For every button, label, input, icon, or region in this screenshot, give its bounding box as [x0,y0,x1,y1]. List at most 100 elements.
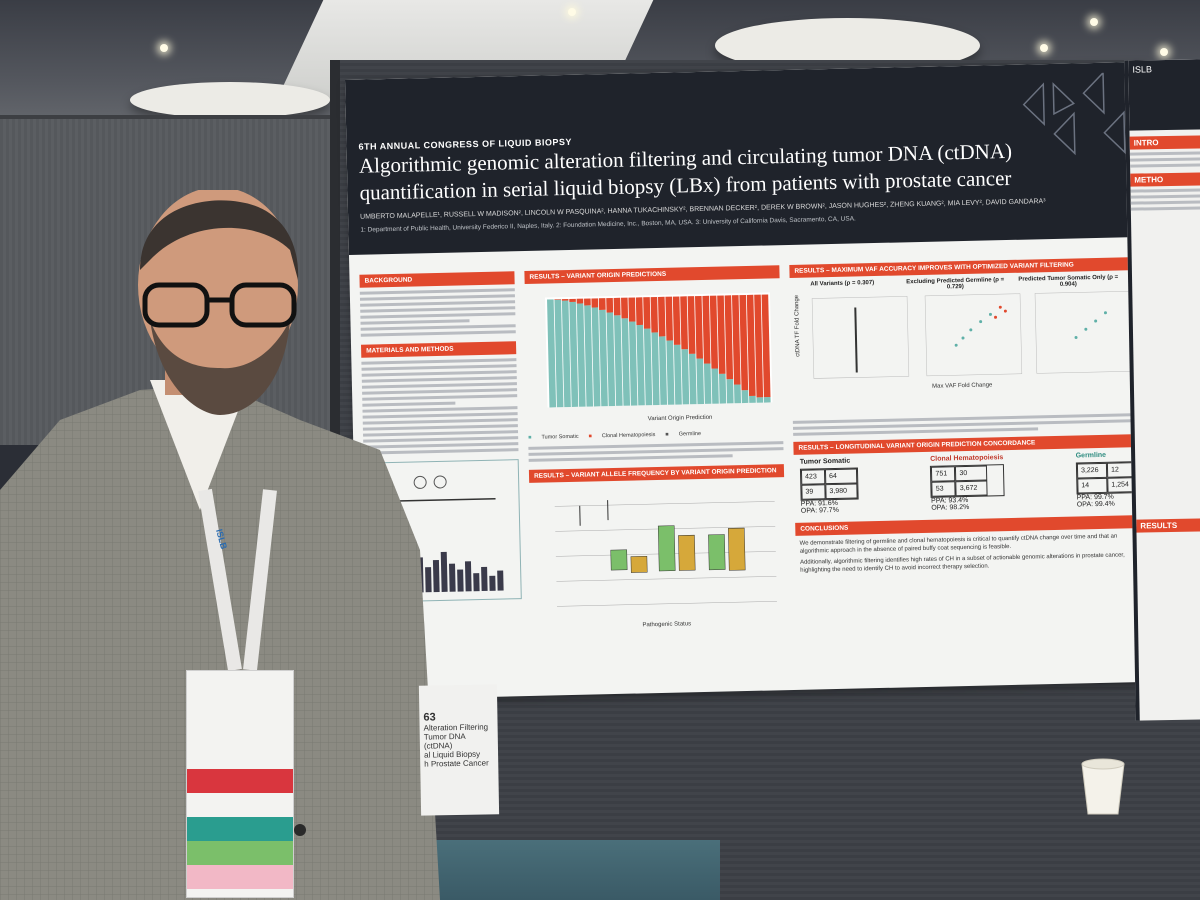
poster-header: 6TH ANNUAL CONGRESS OF LIQUID BIOPSY Alg… [345,61,1149,255]
stacked-bar-segment [749,395,756,403]
stacked-bar-segment [651,332,660,406]
ceiling-light [1090,18,1098,26]
presenter-person: ISLB [0,190,440,900]
stacked-bar-segment [636,324,645,406]
stacked-bar-segment [666,340,675,405]
stacked-bar-segment [696,358,705,405]
stacked-bar-segment [688,353,697,405]
stacked-bar-segment [628,321,638,406]
stacked-bar-segment [561,298,569,301]
stacked-bar-segment [717,295,726,374]
stacked-bar-segment [734,384,742,404]
bar-x-label: Variant Origin Prediction [648,415,713,422]
stacked-bar-segment [761,294,771,398]
stacked-bar-segment [731,295,741,385]
stacked-bar-segment [756,397,764,403]
poster-column-2: RESULTS – VARIANT ORIGIN PREDICTIONS Var… [524,265,787,642]
stacked-bar-segment [599,309,608,407]
conclusions-text: We demonstrate filtering of germline and… [796,532,1147,575]
glasses-icon [142,282,297,328]
legend-clonal: Clonal Hematopoiesis [601,432,656,440]
concordance-clonal: Clonal Hematopoiesis 751 30 53 3,672 PPA… [930,454,1005,512]
stacked-bar-segment [658,296,666,337]
stacked-bar-segment [763,397,771,403]
stacked-bar-segment [569,301,579,407]
stacked-bar-segment [746,294,756,397]
legend-germline: Germline [678,431,702,438]
adjacent-methods: METHO [1130,172,1200,187]
scatter-plots-figure: ctDNA TF Fold Change Max VAF Fold Change [794,290,1133,390]
stacked-bar-segment [561,300,571,408]
stacked-bar-segment [591,307,601,407]
islb-logo: ISLB [1132,64,1153,75]
scatter-y-label: ctDNA TF Fold Change [794,294,801,357]
stacked-bar-segment [628,297,636,322]
name-badge [186,670,294,898]
stacked-bar-figure: Variant Origin Prediction [544,292,773,422]
stacked-bar-segment [591,298,599,308]
stacked-bar-segment [673,344,682,405]
legend-tumor: Tumor Somatic [541,433,579,441]
stacked-bar-segment [718,373,727,404]
stacked-bar-segment [724,295,734,380]
stacked-bar-segment [606,297,614,313]
scatter-x-label: Max VAF Fold Change [932,382,993,389]
stacked-bar-segment [681,349,690,405]
box-plot-figure: Pathogenic Status [554,500,777,628]
stacked-bar-segment [598,298,606,310]
paper-cup [1081,758,1125,815]
stacked-bar-segment [643,297,651,329]
stacked-bar-segment [584,305,594,407]
concordance-germline: Germline 3,226 12 14 1,254 PPA: 99.7% OPA… [1076,451,1139,509]
triangle-pattern-icon [1022,72,1126,156]
section-vaf: RESULTS – VARIANT ALLELE FREQUENCY BY VA… [528,464,785,483]
stacked-bar-segment [635,297,644,326]
box-x-label: Pathogenic Status [642,621,691,628]
stacked-bar-segment [584,298,591,306]
stacked-bar-segment [569,298,576,302]
stacked-bar-segment [709,295,719,369]
stacked-bar-segment [621,318,631,406]
stacked-bar-segment [613,297,621,316]
ceiling-light [1160,48,1168,56]
stacked-bar-segment [621,297,629,319]
card-line-4: h Prostate Cancer [424,758,489,769]
stacked-bar-segment [726,379,734,404]
stacked-bar-segment [554,299,562,300]
card-line-2: Tumor DNA (ctDNA) [423,731,466,751]
poster-number-card: 63 Alteration Filtering Tumor DNA (ctDNA… [418,684,500,816]
adjacent-poster: ISLB INTRO METHO RESULTS [1124,59,1200,721]
poster-column-3: RESULTS – MAXIMUM VAF ACCURACY IMPROVES … [789,257,1146,575]
scientific-poster: 6TH ANNUAL CONGRESS OF LIQUID BIOPSY Alg… [345,61,1159,700]
adjacent-results: RESULTS [1136,518,1200,533]
stacked-bar-segment [554,299,564,408]
stacked-bar-segment [702,295,711,364]
bar-legend: ■ Tumor Somatic ■ Clonal Hematopoiesis ■ Ge… [528,431,702,441]
stacked-bar-segment [754,294,764,398]
concordance-tables: Tumor Somatic 423 64 39 3,980 PPA: 91.6%… [794,451,1145,515]
stacked-bar-segment [547,299,557,408]
ceiling-light [160,44,168,52]
stacked-bar-segment [694,295,704,359]
stacked-bar-segment [665,296,673,341]
stacked-bar-segment [739,294,749,391]
stacked-bar-segment [687,296,696,354]
adjacent-intro: INTRO [1129,135,1200,150]
stacked-bar-segment [650,296,659,333]
stacked-bar-segment [680,296,688,350]
carpet-floor [420,840,720,900]
stacked-bar-segment [576,298,584,304]
stacked-bar-segment [658,336,668,405]
ceiling-light-ring [130,82,330,118]
stacked-bar-segment [606,312,616,407]
stacked-bar-segment [741,390,749,404]
concordance-tumor: Tumor Somatic 423 64 39 3,980 PPA: 91.6%… [800,457,859,515]
stacked-bar-segment [614,315,623,406]
section-variant-origin: RESULTS – VARIANT ORIGIN PREDICTIONS [524,265,780,284]
stacked-bar-segment [703,363,712,404]
ceiling-light [1040,44,1048,52]
ceiling-light [568,8,576,16]
stacked-bar-segment [672,296,681,345]
adjacent-poster-header: ISLB [1128,59,1200,131]
stacked-bar-segment [711,368,719,404]
